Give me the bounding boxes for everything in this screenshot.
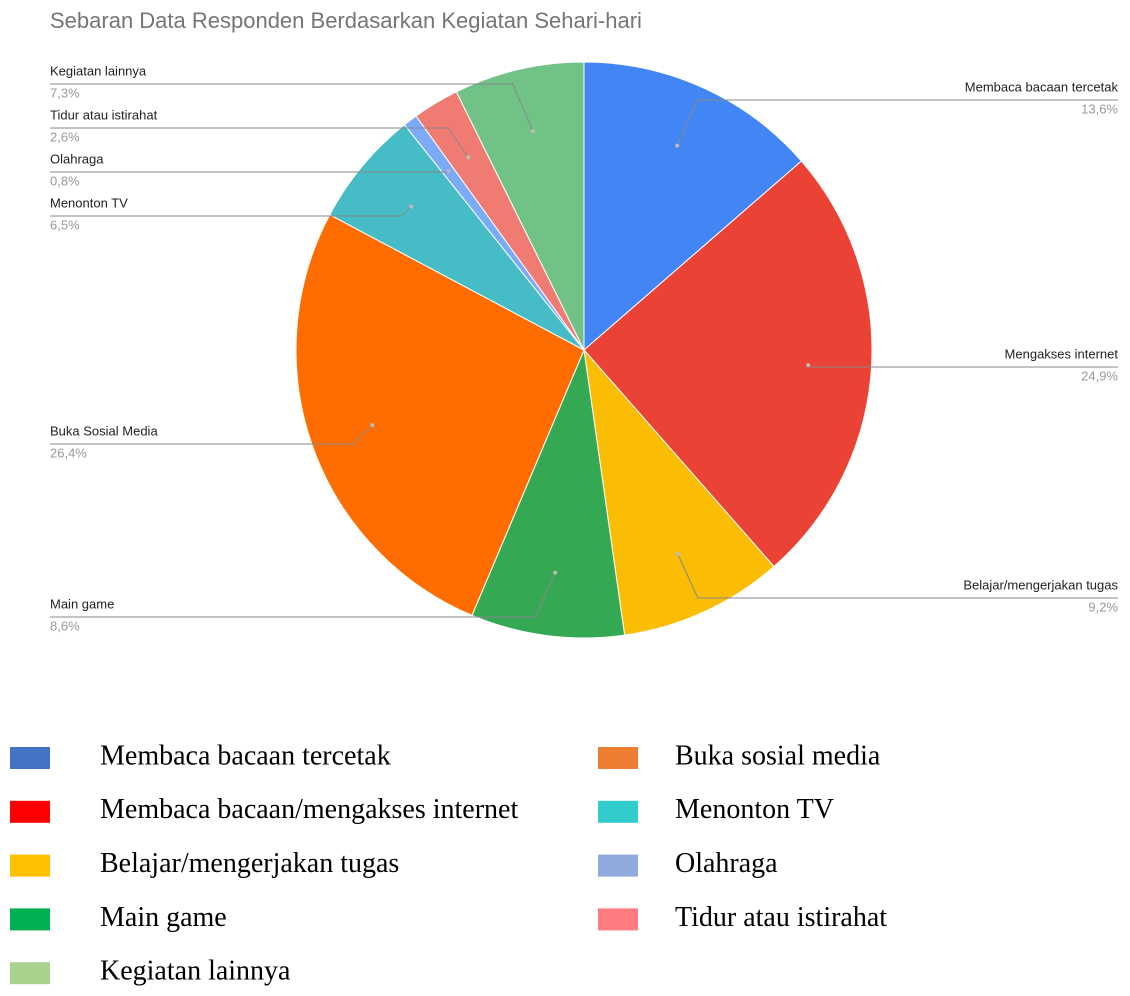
pie-slice bbox=[329, 124, 585, 351]
pie-slice bbox=[583, 61, 803, 352]
leader-dot bbox=[553, 570, 558, 575]
legend-label: Main game bbox=[100, 902, 227, 933]
slice-label: Belajar/mengerjakan tugas bbox=[963, 577, 1118, 592]
slice-value: 24,9% bbox=[1081, 368, 1118, 383]
leader-dot bbox=[675, 552, 680, 557]
slice-label: Mengakses internet bbox=[1005, 346, 1119, 361]
pie-slice bbox=[583, 348, 775, 636]
chart-title: Sebaran Data Responden Berdasarkan Kegia… bbox=[50, 8, 642, 33]
leader-line bbox=[50, 127, 469, 158]
slice-label: Membaca bacaan tercetak bbox=[965, 79, 1119, 94]
legend-label: Menonton TV bbox=[675, 794, 834, 825]
leader-line bbox=[50, 424, 373, 445]
leader-dot bbox=[446, 168, 451, 173]
leader-line bbox=[50, 83, 534, 132]
legend-swatch bbox=[598, 800, 638, 823]
leader-line bbox=[677, 553, 1118, 599]
legend-label: Membaca bacaan tercetak bbox=[100, 740, 391, 771]
slice-value: 26,4% bbox=[50, 445, 87, 460]
slice-label: Tidur atau istirahat bbox=[50, 107, 158, 122]
pie-slice bbox=[295, 214, 585, 616]
pie-slice bbox=[583, 160, 873, 568]
slice-value: 13,6% bbox=[1081, 101, 1118, 116]
pie-slice bbox=[455, 61, 585, 351]
slice-label: Menonton TV bbox=[50, 195, 128, 210]
leader-line bbox=[50, 572, 556, 618]
legend-swatch bbox=[10, 800, 50, 823]
slice-label: Olahraga bbox=[50, 151, 104, 166]
leader-dot bbox=[530, 129, 535, 134]
legend-label: Belajar/mengerjakan tugas bbox=[100, 848, 399, 879]
legend-label: Buka sosial media bbox=[675, 740, 881, 771]
legend-swatch bbox=[10, 908, 50, 931]
slice-label: Buka Sosial Media bbox=[50, 423, 158, 438]
slice-value: 6,5% bbox=[50, 217, 80, 232]
legend-swatch bbox=[10, 854, 50, 877]
leader-line bbox=[50, 206, 412, 217]
legend-swatch bbox=[598, 747, 638, 769]
legend-label: Kegiatan lainnya bbox=[100, 956, 291, 987]
legend-swatch bbox=[598, 908, 638, 931]
slice-value: 9,2% bbox=[1088, 599, 1118, 614]
legend-label: Olahraga bbox=[675, 848, 778, 879]
legend-swatch bbox=[598, 854, 638, 877]
leader-dot bbox=[370, 423, 375, 428]
slice-label: Main game bbox=[50, 596, 114, 611]
leader-dot bbox=[675, 143, 680, 148]
slice-value: 7,3% bbox=[50, 85, 80, 100]
legend-label: Tidur atau istirahat bbox=[675, 902, 887, 933]
leader-dot bbox=[806, 363, 811, 368]
slice-value: 0,8% bbox=[50, 173, 80, 188]
leader-dot bbox=[466, 155, 471, 160]
slice-label: Kegiatan lainnya bbox=[50, 63, 147, 78]
slice-value: 2,6% bbox=[50, 129, 80, 144]
pie-slice bbox=[471, 348, 626, 639]
leader-line bbox=[676, 99, 1118, 146]
legend-swatch bbox=[10, 747, 50, 769]
legend-swatch bbox=[10, 962, 50, 985]
slice-value: 8,6% bbox=[50, 618, 80, 633]
leader-dot bbox=[409, 204, 414, 209]
legend-label: Membaca bacaan/mengakses internet bbox=[100, 794, 518, 825]
